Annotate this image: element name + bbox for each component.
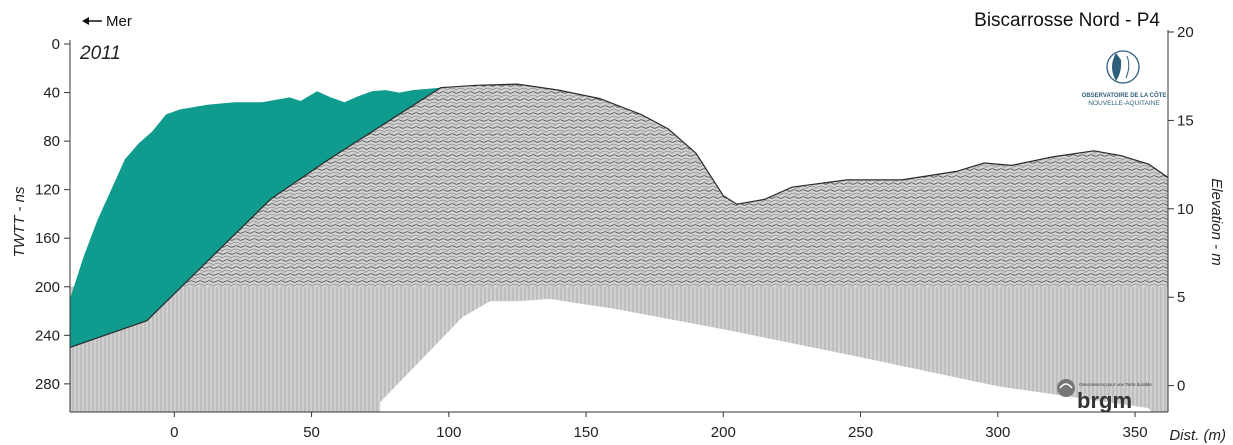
x-axis-title: Dist. (m) xyxy=(1169,427,1226,444)
brgm-tagline: Géosciences pour une Terre durable xyxy=(1079,382,1152,387)
arrowhead-icon xyxy=(82,17,89,25)
y-left-tick-label: 120 xyxy=(35,182,60,199)
observatoire-name-line1: OBSERVATOIRE DE LA CÔTE xyxy=(1082,91,1167,99)
x-tick-label: 200 xyxy=(711,424,736,441)
x-tick-label: 300 xyxy=(985,424,1010,441)
y-axis-left-ticks: 0 40 80 120 160 200 240 280 xyxy=(35,36,70,393)
x-tick-label: 150 xyxy=(574,424,599,441)
direction-indicator: Mer xyxy=(82,13,132,30)
y-axis-left-title: TWTT - ns xyxy=(11,186,28,257)
observatoire-name-line2: NOUVELLE-AQUITAINE xyxy=(1088,100,1160,107)
x-tick-label: 250 xyxy=(848,424,873,441)
brgm-logo: Géosciences pour une Terre durable brgm xyxy=(1057,379,1152,413)
x-tick-label: 50 xyxy=(303,424,320,441)
chart-title: Biscarrosse Nord - P4 xyxy=(974,10,1160,31)
observatoire-logo: OBSERVATOIRE DE LA CÔTE NOUVELLE-AQUITAI… xyxy=(1082,50,1167,107)
no-data-region xyxy=(380,298,1152,412)
y-left-tick-label: 200 xyxy=(35,279,60,296)
y-left-tick-label: 240 xyxy=(35,327,60,344)
brgm-wordmark: brgm xyxy=(1077,388,1132,413)
x-tick-label: 350 xyxy=(1123,424,1148,441)
y-right-tick-label: 5 xyxy=(1177,289,1185,306)
y-left-tick-label: 0 xyxy=(52,36,60,53)
brgm-logo-icon xyxy=(1057,379,1075,397)
x-tick-label: 0 xyxy=(170,424,178,441)
y-right-tick-label: 0 xyxy=(1177,378,1185,395)
y-left-tick-label: 160 xyxy=(35,230,60,247)
y-axis-right-ticks: 0 5 10 15 20 xyxy=(1168,24,1194,395)
plot-area xyxy=(70,83,1168,412)
y-left-tick-label: 280 xyxy=(35,376,60,393)
axes: 0 50 100 150 200 250 300 350 040801201602002402… xyxy=(35,24,1194,441)
year-label: 2011 xyxy=(79,43,121,64)
y-right-tick-label: 10 xyxy=(1177,201,1194,218)
observatoire-logo-icon xyxy=(1106,50,1140,84)
y-left-tick-label: 80 xyxy=(43,133,60,150)
y-axis-right-title: Elevation - m xyxy=(1208,178,1225,266)
y-right-tick-label: 20 xyxy=(1177,24,1194,41)
dune-area-fill xyxy=(70,87,441,348)
y-left-tick-label: 40 xyxy=(43,85,60,102)
y-right-tick-label: 15 xyxy=(1177,112,1194,129)
x-axis-ticks: 0 50 100 150 200 250 300 350 xyxy=(170,412,1148,441)
radar-surface-line xyxy=(70,83,1168,348)
x-tick-label: 100 xyxy=(436,424,461,441)
direction-label: Mer xyxy=(106,13,132,30)
